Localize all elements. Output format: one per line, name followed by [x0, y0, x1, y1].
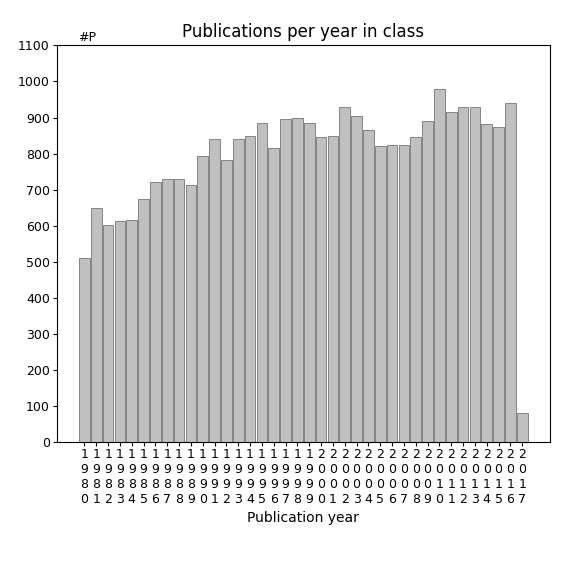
Text: #P: #P	[79, 31, 96, 44]
Bar	[517, 413, 527, 442]
Bar	[280, 119, 291, 442]
Bar	[399, 145, 409, 442]
Bar	[493, 126, 504, 442]
Bar	[233, 139, 244, 442]
Bar	[422, 121, 433, 442]
Bar	[115, 222, 125, 442]
Bar	[174, 179, 184, 442]
Bar	[103, 226, 113, 442]
Bar	[328, 136, 338, 442]
Bar	[411, 137, 421, 442]
Bar	[209, 139, 220, 442]
Bar	[245, 136, 255, 442]
Bar	[387, 145, 397, 442]
Bar	[458, 107, 468, 442]
Bar	[304, 123, 315, 442]
Bar	[481, 124, 492, 442]
Bar	[352, 116, 362, 442]
Bar	[316, 137, 327, 442]
Bar	[150, 183, 161, 442]
Bar	[340, 107, 350, 442]
Bar	[221, 160, 232, 442]
Bar	[185, 185, 196, 442]
Bar	[126, 221, 137, 442]
Bar	[197, 156, 208, 442]
Bar	[446, 112, 456, 442]
Bar	[79, 258, 90, 442]
Bar	[434, 88, 445, 442]
Bar	[505, 103, 516, 442]
Bar	[469, 107, 480, 442]
X-axis label: Publication year: Publication year	[247, 511, 359, 526]
Bar	[257, 123, 267, 442]
Bar	[91, 209, 101, 442]
Bar	[162, 179, 172, 442]
Bar	[138, 198, 149, 442]
Bar	[375, 146, 386, 442]
Title: Publications per year in class: Publications per year in class	[182, 23, 425, 41]
Bar	[268, 148, 279, 442]
Bar	[292, 117, 303, 442]
Bar	[363, 130, 374, 442]
